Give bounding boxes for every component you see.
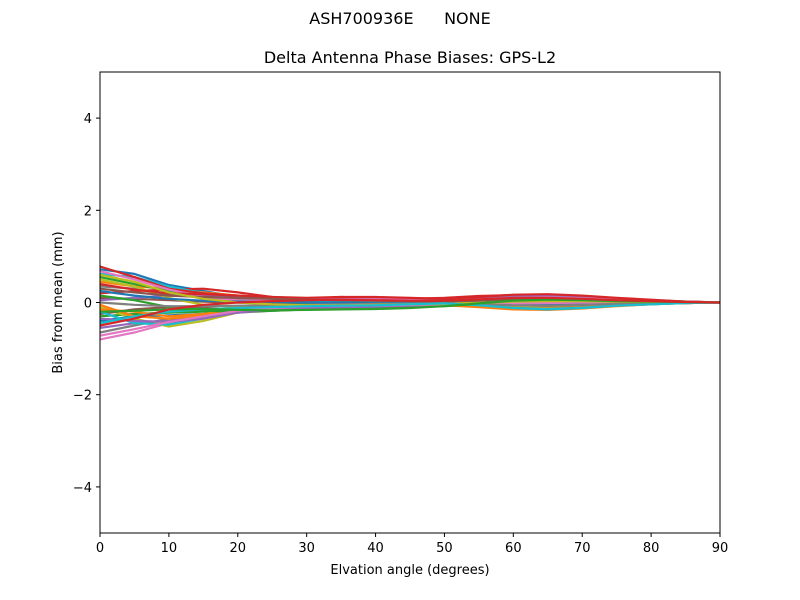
x-tick-label: 80	[643, 541, 660, 556]
x-tick-label: 90	[712, 541, 729, 556]
x-tick-label: 30	[298, 541, 315, 556]
series-layer	[99, 265, 721, 341]
figure-suptitle: ASH700936E NONE	[309, 9, 491, 28]
x-axis-label: Elvation angle (degrees)	[330, 563, 489, 578]
x-tick-label: 40	[367, 541, 384, 556]
x-tick-label: 0	[96, 541, 104, 556]
chart-title: Delta Antenna Phase Biases: GPS-L2	[263, 48, 557, 67]
y-tick-label: −4	[73, 481, 92, 496]
x-tick-label: 10	[161, 541, 178, 556]
y-tick-label: −2	[73, 389, 92, 404]
x-tick-label: 70	[574, 541, 591, 556]
y-axis-label: Bias from mean (mm)	[51, 231, 66, 373]
x-axis: 0 10 20 30 40 50 60 70 80 90	[96, 533, 728, 556]
x-tick-label: 50	[436, 541, 453, 556]
series-line	[99, 296, 721, 327]
x-tick-label: 60	[505, 541, 522, 556]
y-axis: −4 −2 0 2 4	[73, 112, 100, 496]
series-line	[99, 283, 721, 304]
y-tick-label: 4	[84, 112, 92, 127]
y-tick-label: 2	[84, 204, 92, 219]
x-tick-label: 20	[230, 541, 247, 556]
y-tick-label: 0	[84, 297, 92, 312]
